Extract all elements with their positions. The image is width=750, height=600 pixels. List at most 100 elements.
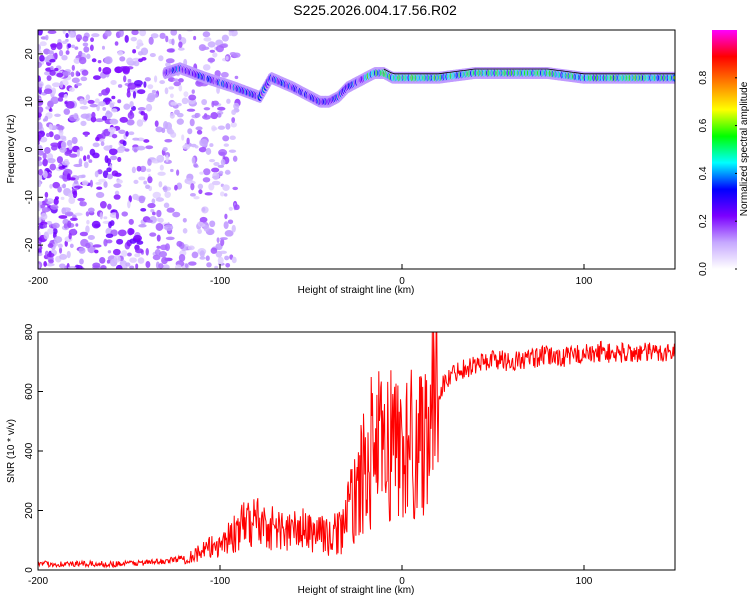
spectrogram-cell (109, 220, 115, 226)
spectrogram-cell (44, 191, 49, 198)
spectrogram-cell (116, 179, 123, 184)
spectrogram-cell (42, 158, 48, 167)
spectrogram-cell (118, 30, 124, 37)
spectrogram-cell (114, 41, 119, 46)
spectrogram-cell (159, 32, 166, 39)
spectrogram-cell (65, 50, 70, 55)
spectrogram-cell (39, 41, 47, 47)
spectrogram-cell (94, 170, 99, 178)
colorbar-label: Normalized spectral amplitude (739, 81, 750, 216)
spectrogram-y-tick-label: 20 (24, 48, 35, 60)
spectrogram-cell (220, 71, 229, 78)
spectrogram-cell (100, 264, 107, 269)
spectrogram-cell (102, 67, 112, 75)
spectrogram-cell (193, 35, 197, 41)
spectrogram-cell (135, 263, 139, 269)
spectrogram-cell (115, 211, 120, 220)
spectrogram-cell (98, 178, 106, 183)
spectrogram-marks (38, 30, 675, 269)
spectrogram-cell (93, 75, 101, 81)
snr-y-tick-label: 800 (24, 323, 35, 340)
spectrogram-cell (156, 245, 161, 249)
spectrogram-cell (85, 94, 91, 101)
spectrogram-cell (156, 154, 165, 163)
spectrogram-cell (146, 168, 152, 173)
spectrogram-cell (75, 70, 80, 77)
spectrogram-cell (123, 75, 127, 83)
spectrogram-cell (199, 138, 209, 147)
spectrogram-cell (101, 88, 110, 96)
spectrogram-cell (199, 250, 205, 258)
spectrogram-cell (159, 80, 166, 85)
spectrogram-cell (98, 66, 102, 72)
spectrogram-cell (132, 137, 140, 141)
spectrogram-cell (111, 134, 118, 139)
spectrogram-cell (172, 211, 181, 218)
spectrogram-cell (174, 184, 178, 191)
spectrogram-cell (166, 48, 175, 53)
spectrogram-cell (152, 191, 161, 199)
spectrogram-cell (63, 223, 68, 229)
spectrogram-cell (176, 112, 184, 118)
spectrogram-cell (88, 159, 93, 163)
spectrogram-cell (217, 164, 225, 168)
spectrogram-cell (156, 234, 161, 242)
spectrogram-cell (148, 36, 154, 45)
spectrogram-cell (57, 186, 62, 193)
spectrogram-cell (197, 183, 204, 190)
spectrogram-cell (64, 151, 71, 156)
spectrogram-cell (75, 82, 82, 86)
spectrogram-cell (131, 30, 139, 36)
spectrogram-cell (202, 177, 211, 183)
spectrogram-cell (91, 58, 97, 63)
spectrogram-cell (123, 103, 131, 110)
spectrogram-cell (38, 168, 43, 176)
spectrogram-cell (38, 180, 41, 187)
spectrogram-cell (86, 53, 91, 60)
spectrogram-cell (219, 191, 225, 197)
spectrogram-cell (79, 231, 89, 237)
spectrogram-cell (92, 262, 101, 268)
spectrogram-cell (38, 75, 41, 83)
spectrogram-cell (38, 106, 44, 114)
spectrogram-cell (38, 160, 43, 167)
spectrogram-cell (70, 217, 78, 221)
spectrogram-cell (99, 201, 107, 209)
spectrogram-cell (181, 97, 189, 105)
spectrogram-cell (121, 211, 129, 217)
spectrogram-cell (81, 174, 86, 178)
spectrogram-cell (96, 186, 103, 190)
spectrogram-cell (38, 44, 41, 52)
spectrogram-cell (47, 228, 54, 235)
spectrogram-cell (82, 35, 89, 42)
spectrogram-cell (127, 87, 131, 93)
spectrogram-cell (164, 139, 173, 143)
spectrogram-cell (53, 134, 61, 141)
spectrogram-cell (154, 93, 159, 98)
spectrogram-cell (77, 197, 85, 202)
spectrogram-cell (152, 254, 161, 261)
spectrogram-cell (178, 47, 185, 51)
spectrogram-cell (116, 147, 125, 153)
spectrogram-cell (111, 95, 116, 100)
spectrogram-cell (182, 227, 188, 234)
spectrogram-cell (136, 145, 146, 151)
spectrogram-cell (68, 31, 75, 38)
spectrogram-cell (100, 141, 105, 147)
spectrogram-cell (89, 103, 98, 108)
spectrogram-cell (218, 149, 228, 157)
spectrogram-cell (78, 247, 86, 254)
spectrogram-cell (109, 118, 119, 125)
spectrogram-x-tick-label: 0 (399, 276, 405, 287)
spectrogram-cell (99, 212, 103, 220)
spectrogram-cell (207, 41, 216, 48)
spectrogram-cell (158, 251, 168, 258)
spectrogram-cell (228, 206, 233, 211)
spectrogram-cell (82, 99, 88, 106)
spectrogram-cell (173, 78, 179, 82)
spectrogram-cell (113, 194, 121, 200)
colorbar-tick-label: 0.8 (698, 70, 709, 84)
spectrogram-cell (154, 120, 159, 128)
spectrogram-cell (57, 243, 63, 249)
